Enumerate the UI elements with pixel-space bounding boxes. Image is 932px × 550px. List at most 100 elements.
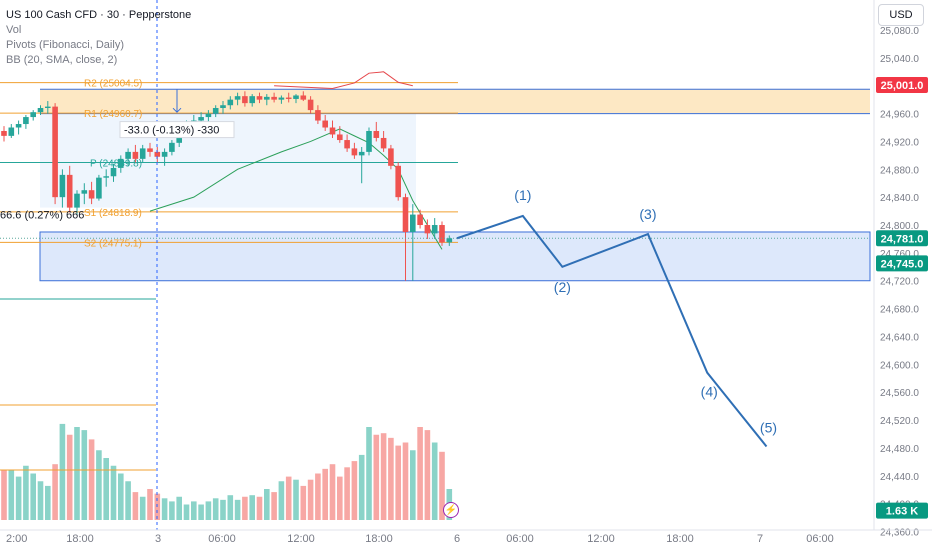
pivot-label: R1 (24960.7) [84, 109, 142, 120]
volume-bar [264, 489, 270, 520]
candle-body [307, 99, 314, 111]
volume-bar [431, 442, 438, 520]
candle-body [264, 96, 270, 100]
volume-bar [45, 485, 51, 520]
candle-body [132, 151, 139, 159]
volume-bar [205, 501, 212, 520]
volume-bar [8, 470, 15, 520]
wave-label: (3) [639, 206, 656, 222]
zones-layer [39, 88, 871, 282]
symbol-title: US 100 Cash CFD · 30 · Pepperstone [6, 9, 192, 21]
volume-bar [1, 470, 7, 520]
indicator-pivots[interactable]: Pivots (Fibonacci, Daily) [6, 39, 124, 51]
volume-bar [15, 476, 22, 520]
volume-bar [285, 476, 292, 520]
volume-bar [249, 495, 255, 520]
volume-bar [366, 427, 372, 520]
volume-bar [96, 450, 102, 520]
y-tick-label: 24,680.0 [880, 305, 919, 316]
candle-body [88, 190, 95, 199]
volume-bar [30, 473, 36, 520]
pivots-layer: R2 (25004.5) R1 (24960.7) P (24889.8) S1 (2… [0, 79, 458, 300]
candle-body [439, 225, 445, 243]
y-tick-label: 24,640.0 [880, 332, 919, 343]
bb-upper-band [274, 71, 413, 90]
indicator-volume[interactable]: Vol [6, 24, 22, 36]
lightning-icon[interactable]: ⚡ [443, 502, 459, 518]
volume-bar [110, 465, 117, 520]
y-tick-label: 24,560.0 [880, 388, 919, 399]
volume-bar [212, 498, 219, 520]
x-tick-label: 7 [757, 533, 763, 545]
pivot-label: P (24889.8) [90, 158, 142, 169]
x-tick-label: 06:00 [806, 533, 834, 545]
annotations-layer: -33.0 (-0.13%) -330 66.6 (0.27%) 666 [0, 0, 870, 530]
candle-body [8, 127, 15, 136]
pivot-label: S2 (24775.1) [84, 238, 142, 249]
volume-bar [307, 479, 314, 520]
candle-body [242, 96, 248, 104]
volume-bar [256, 496, 263, 520]
candle-body [300, 95, 307, 100]
x-tick-label: 3 [155, 533, 161, 545]
y-tick-label: 25,080.0 [880, 26, 919, 37]
currency-button[interactable]: USD [878, 4, 924, 26]
volume-bar [337, 476, 343, 520]
candle-body [59, 174, 66, 198]
volume-bar [161, 498, 168, 520]
volume-bar [358, 454, 365, 520]
y-tick-label: 25,040.0 [880, 54, 919, 65]
indicator-bollinger[interactable]: BB (20, SMA, close, 2) [6, 54, 118, 66]
candle-body [74, 193, 80, 208]
y-tick-label: 24,440.0 [880, 472, 919, 483]
volume-bar [103, 458, 109, 520]
candle-body [424, 225, 431, 234]
volume-bar [417, 427, 423, 520]
measure-arrowhead [172, 107, 182, 113]
x-tick-label: 12:00 [287, 533, 315, 545]
x-tick-label: 06:00 [208, 533, 236, 545]
candle-body [402, 197, 409, 232]
volume-bar [329, 464, 336, 520]
candle-body [285, 97, 292, 99]
volume-bar [410, 450, 416, 520]
candle-body [417, 214, 423, 226]
volume-bar [88, 439, 95, 520]
y-tick-label: 24,960.0 [880, 110, 919, 121]
candle-body [249, 96, 255, 104]
price-tag-label: 24,781.0 [881, 233, 924, 245]
candle-body [37, 108, 44, 113]
volume-bar [139, 496, 146, 520]
candle-body [234, 96, 241, 100]
x-tick-label: 2:00 [6, 533, 27, 545]
volume-bar [37, 481, 44, 520]
candle-body [161, 151, 168, 157]
price-tag-label: 24,745.0 [881, 258, 924, 270]
volume-bar [132, 492, 139, 520]
candle-body [293, 95, 299, 99]
candle-body [271, 96, 277, 100]
y-tick-label: 24,600.0 [880, 360, 919, 371]
candle-body [278, 97, 285, 100]
x-tick-label: 06:00 [506, 533, 534, 545]
candle-body [446, 238, 453, 243]
pivot-label: R2 (25004.5) [84, 79, 142, 90]
volume-bar [227, 495, 234, 520]
candle-body [96, 177, 102, 199]
wave-label: (5) [760, 420, 777, 436]
volume-bar [191, 501, 197, 520]
candle-body [118, 158, 124, 168]
volume-bar [344, 467, 350, 520]
volume-bar [81, 430, 88, 520]
y-tick-label: 24,480.0 [880, 444, 919, 455]
price-tag-label: 1.63 K [886, 506, 918, 518]
candle-body [212, 108, 219, 114]
candle-body [337, 134, 343, 141]
candles-layer [1, 91, 453, 281]
y-tick-label: 24,360.0 [880, 527, 919, 538]
price-tag [876, 255, 928, 272]
candle-body [169, 142, 175, 152]
y-tick-label: 24,720.0 [880, 277, 919, 288]
